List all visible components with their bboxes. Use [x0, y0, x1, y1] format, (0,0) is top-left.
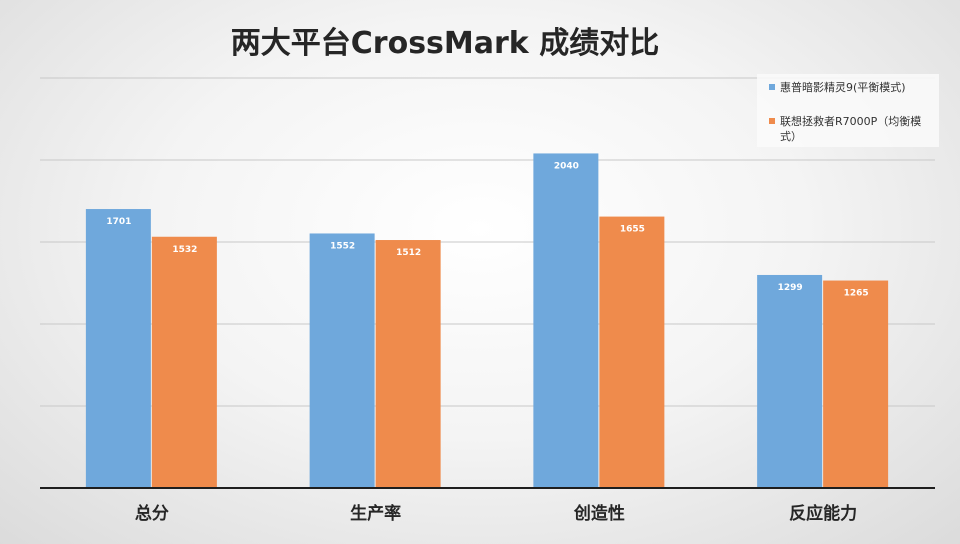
data-label: 1512	[396, 248, 421, 258]
data-label: 2040	[554, 161, 579, 171]
legend: 惠普暗影精灵9(平衡模式) 联想拯救者R7000P（均衡模式）	[757, 74, 939, 147]
x-tick-label: 反应能力	[789, 503, 857, 524]
bar	[151, 236, 217, 488]
x-tick-label: 生产率	[350, 503, 401, 524]
legend-item-lenovo: 联想拯救者R7000P（均衡模式）	[769, 114, 930, 144]
legend-item-hp: 惠普暗影精灵9(平衡模式)	[769, 80, 930, 95]
chart-title: 两大平台CrossMark 成绩对比	[230, 26, 660, 61]
legend-label-lenovo: 联想拯救者R7000P（均衡模式）	[780, 115, 922, 143]
bar	[375, 240, 441, 488]
bar	[599, 216, 665, 488]
data-label: 1265	[844, 289, 869, 299]
bar	[823, 280, 889, 488]
legend-swatch-lenovo	[769, 118, 775, 124]
bar	[533, 153, 599, 488]
data-label: 1299	[778, 283, 803, 293]
bar	[757, 274, 823, 488]
bar	[85, 209, 151, 488]
x-tick-label: 创造性	[573, 503, 625, 524]
data-label: 1552	[330, 241, 355, 251]
data-label: 1701	[106, 217, 131, 227]
legend-swatch-hp	[769, 84, 775, 90]
data-label: 1532	[172, 245, 197, 255]
x-tick-label: 总分	[135, 503, 169, 524]
legend-label-hp: 惠普暗影精灵9(平衡模式)	[780, 81, 906, 94]
data-label: 1655	[620, 225, 645, 235]
bar	[309, 233, 375, 488]
